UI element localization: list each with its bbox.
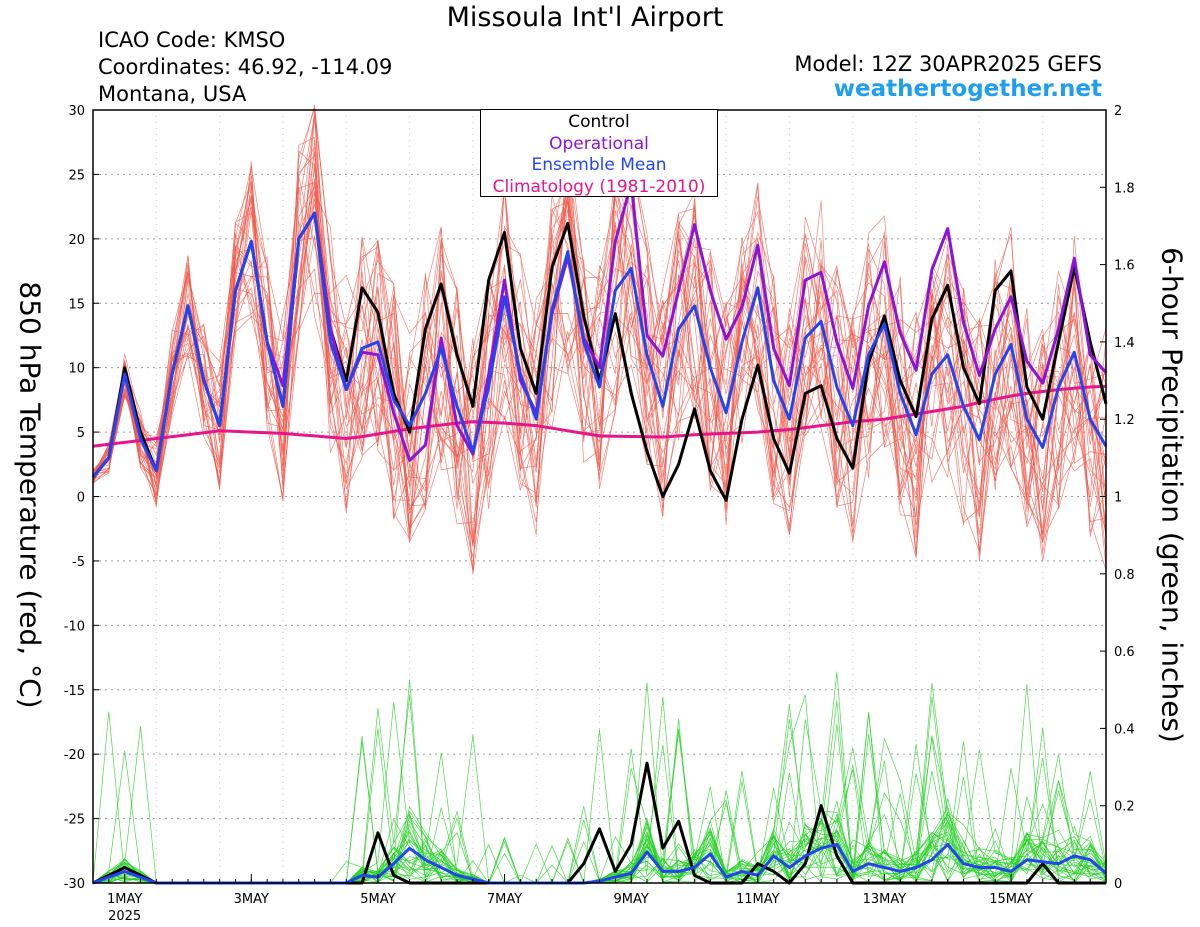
x-tick-label: 3MAY: [234, 892, 269, 907]
x-tick-label: 7MAY: [487, 892, 522, 907]
y2-tick-label: 1: [1114, 491, 1122, 506]
y-tick-label: 15: [68, 297, 85, 312]
legend-item-climatology: Climatology (1981-2010): [492, 176, 706, 197]
y2-tick-label: 0.2: [1114, 800, 1135, 815]
y2-tick-label: 1.2: [1114, 413, 1135, 428]
y2-tick-label: 1.4: [1114, 336, 1135, 351]
y-tick-label: 10: [68, 362, 85, 377]
legend-item-ensemble-mean: Ensemble Mean: [531, 155, 667, 175]
y-tick-label: 5: [77, 426, 85, 441]
precip-member-line: [92, 727, 1107, 884]
precip-line-ensemble-mean: [92, 842, 1107, 885]
x-tick-label: 13MAY: [863, 892, 907, 907]
y-axis-label: 850 hPa Temperature (red, °C): [13, 281, 47, 709]
y2-tick-label: 1.8: [1114, 181, 1135, 196]
series-line-ensemble-mean: [91, 211, 1108, 479]
coordinates: Coordinates: 46.92, -114.09: [98, 55, 393, 79]
y-tick-label: 30: [68, 104, 85, 119]
temperature-member-line: [92, 163, 1107, 553]
x-tick-sublabel: 2025: [108, 909, 141, 924]
temperature-member-line: [92, 184, 1107, 571]
y2-tick-label: 0.6: [1114, 645, 1135, 660]
region: Montana, USA: [98, 82, 247, 106]
site-name: weathertogether.net: [833, 76, 1102, 102]
series-line-climatology-1981-2010-: [92, 384, 1107, 448]
y2-axis-label: 6-hour Precipitation (green, inches): [1155, 247, 1189, 743]
model-run: Model: 12Z 30APR2025 GEFS: [794, 52, 1102, 76]
y2-tick-label: 0.4: [1114, 722, 1135, 737]
y-tick-label: -5: [72, 555, 85, 570]
y-tick-label: -15: [64, 684, 85, 699]
axis-ticks: 302520151050-5-10-15-20-25-3021.81.61.41…: [64, 104, 1135, 924]
x-tick-label: 11MAY: [736, 892, 780, 907]
y2-tick-label: 0: [1114, 877, 1122, 892]
temperature-member-line: [92, 163, 1107, 556]
y2-tick-label: 2: [1114, 104, 1122, 119]
x-tick-label: 9MAY: [614, 892, 649, 907]
temperature-member-line: [92, 187, 1107, 572]
y-tick-label: -30: [64, 877, 85, 892]
y2-tick-label: 0.8: [1114, 568, 1135, 583]
x-tick-label: 1MAY: [107, 892, 142, 907]
x-tick-label: 15MAY: [989, 892, 1033, 907]
y-tick-label: -10: [64, 619, 85, 634]
temperature-member-line: [92, 136, 1107, 536]
precip-member-line: [92, 711, 1107, 884]
icao-code: ICAO Code: KMSO: [98, 28, 286, 52]
precip-member-line: [92, 744, 1107, 884]
y-tick-label: 0: [77, 491, 85, 506]
temperature-member-line: [92, 136, 1107, 572]
legend-item-control: Control: [568, 112, 630, 132]
legend: Control Operational Ensemble Mean Climat…: [480, 109, 718, 197]
legend-item-operational: Operational: [549, 133, 649, 154]
x-tick-label: 5MAY: [360, 892, 395, 907]
temperature-member-line: [92, 107, 1107, 507]
y-tick-label: -20: [64, 748, 85, 763]
y-tick-label: 20: [68, 233, 85, 248]
precip-member-line: [92, 697, 1107, 884]
temperature-member-line: [92, 168, 1107, 562]
precip-member-line: [92, 712, 1107, 884]
y2-tick-label: 1.6: [1114, 259, 1135, 274]
y-tick-label: -25: [64, 813, 85, 828]
temperature-member-line: [92, 115, 1107, 559]
chart-title: Missoula Int'l Airport: [446, 2, 724, 33]
temperature-member-line: [92, 185, 1107, 535]
y-tick-label: 25: [68, 168, 85, 183]
